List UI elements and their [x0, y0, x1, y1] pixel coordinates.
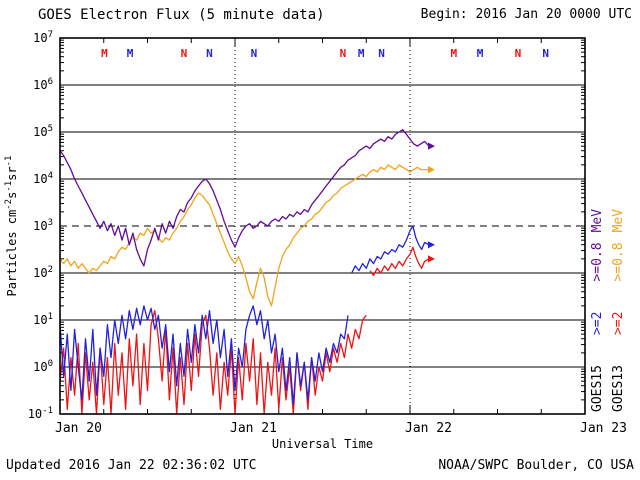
series-end-arrow-goes13_e08 [427, 166, 435, 174]
series-goes13_e08 [59, 164, 435, 307]
updated-timestamp: Updated 2016 Jan 22 02:36:02 UTC [6, 458, 257, 473]
y-tick-label: 105 [33, 124, 53, 139]
series-goes15_e2 [59, 225, 435, 406]
y-tick-label: 10-1 [28, 406, 53, 421]
y-tick-label: 103 [33, 218, 53, 233]
series-line-goes13_e08 [59, 164, 429, 307]
event-marker-m: M [127, 47, 134, 60]
event-marker-n: N [542, 47, 549, 60]
y-tick-label: 102 [33, 265, 53, 280]
x-axis-title: Universal Time [272, 437, 373, 451]
series-line-goes15_e2 [59, 305, 349, 406]
plot-frame [59, 37, 586, 415]
event-marker-m: M [101, 47, 108, 60]
event-marker-n: N [251, 47, 258, 60]
series-line-goes15_e08 [59, 129, 430, 267]
x-tick-label: Jan 21 [230, 421, 277, 436]
x-tick-label: Jan 23 [580, 421, 627, 436]
y-axis-title: Particles cm-2s-1sr-1 [4, 156, 19, 297]
y-tick-label: 107 [33, 30, 53, 45]
event-marker-n: N [340, 47, 347, 60]
event-marker-n: N [515, 47, 522, 60]
x-tick-labels: Jan 20 Jan 21 Jan 22 Jan 23 [55, 421, 627, 436]
legend-column-2: GOES13>=2>=0.8MeV [611, 209, 626, 412]
series-end-arrow-goes15_e08 [427, 142, 435, 150]
y-tick-labels: 10-1 100 101 102 103 104 105 106 107 [28, 30, 53, 421]
series-line-goes13_e2 [369, 246, 430, 277]
legend: GOES15>=2>=0.8MeV GOES13>=2>=0.8MeV [590, 209, 626, 412]
event-marker-m: M [450, 47, 457, 60]
event-marker-n: N [181, 47, 188, 60]
y-tick-label: 100 [33, 359, 53, 374]
event-marker-n: N [378, 47, 385, 60]
series-line-goes15_e2 [351, 225, 430, 274]
y-tick-label: 104 [33, 171, 53, 186]
gridlines [60, 38, 585, 414]
y-tick-label: 106 [33, 77, 53, 92]
attribution: NOAA/SWPC Boulder, CO USA [438, 458, 634, 473]
event-marker-m: M [358, 47, 365, 60]
x-tick-label: Jan 20 [55, 421, 102, 436]
series-goes15_e08 [59, 129, 435, 267]
event-marker-n: N [206, 47, 213, 60]
x-tick-label: Jan 22 [405, 421, 452, 436]
legend-column-1: GOES15>=2>=0.8MeV [590, 209, 605, 412]
chart-title: GOES Electron Flux (5 minute data) [38, 7, 325, 23]
y-tick-label: 101 [33, 312, 53, 327]
series-end-arrow-goes13_e2 [427, 255, 435, 263]
begin-time-label: Begin: 2016 Jan 20 0000 UTC [420, 7, 632, 22]
series-end-arrow-goes15_e2 [427, 241, 435, 249]
event-marker-m: M [477, 47, 484, 60]
